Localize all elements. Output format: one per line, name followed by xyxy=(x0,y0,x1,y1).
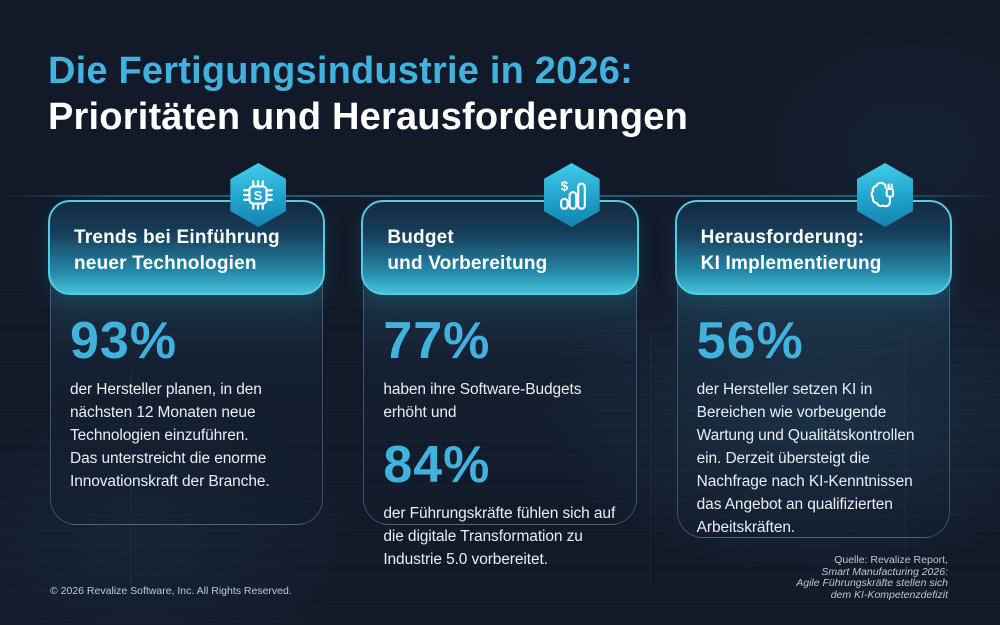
chip-icon-badge: S xyxy=(230,163,287,227)
chip-icon: S xyxy=(243,180,274,210)
copyright-text: © 2026 Revalize Software, Inc. All Right… xyxy=(50,585,292,597)
card-content: 56% der Hersteller setzen KI in Bereiche… xyxy=(675,295,952,539)
svg-text:S: S xyxy=(254,188,263,203)
stat: 84% der Führungskräfte fühlen sich auf d… xyxy=(383,439,626,571)
card-title: Trends bei Einführung neuer Technologien xyxy=(74,226,280,274)
cards-row: S Trends bei Einführung neuer Technologi… xyxy=(48,163,952,568)
card-header: Budget und Vorbereitung xyxy=(361,200,639,295)
stat: 77% haben ihre Software-Budgets erhöht u… xyxy=(383,315,626,424)
card-content: 77% haben ihre Software-Budgets erhöht u… xyxy=(361,295,638,571)
dollar-bars-icon: $ xyxy=(559,178,586,210)
card-title: Budget und Vorbereitung xyxy=(387,226,548,274)
svg-text:$: $ xyxy=(560,178,568,193)
source-line: Quelle: Revalize Report, xyxy=(834,554,948,566)
card-header: Herausforderung: KI Implementierung xyxy=(674,200,952,295)
stat-value: 56% xyxy=(696,312,804,370)
stat-text: der Führungskräfte fühlen sich auf die d… xyxy=(383,505,616,568)
stat-value: 77% xyxy=(383,312,491,370)
card-header: Trends bei Einführung neuer Technologien xyxy=(48,200,326,295)
card-budget-preparation: $ Budget und Vorbereitung 77% haben ihre… xyxy=(361,163,639,568)
stat-text: der Hersteller planen, in den nächsten 1… xyxy=(70,381,270,490)
circuit-line xyxy=(0,195,1000,197)
card-title: Herausforderung: KI Implementierung xyxy=(700,226,882,274)
source-citation: Quelle: Revalize Report, Smart Manufactu… xyxy=(796,554,948,601)
stat-value: 84% xyxy=(383,436,491,494)
stat-value: 93% xyxy=(70,312,178,370)
card-technology-trends: S Trends bei Einführung neuer Technologi… xyxy=(48,163,326,525)
stat: 56% der Hersteller setzen KI in Bereiche… xyxy=(697,315,940,539)
page-title-line-2: Prioritäten und Herausforderungen xyxy=(48,96,689,138)
source-line: dem KI-Kompetenzdefizit xyxy=(830,588,948,601)
source-line: Smart Manufacturing 2026: xyxy=(821,565,948,578)
stat: 93% der Hersteller planen, in den nächst… xyxy=(70,315,313,493)
stat-text: der Hersteller setzen KI in Bereichen wi… xyxy=(696,381,915,536)
ai-brain-plug-icon xyxy=(870,181,895,208)
stat-text: haben ihre Software-Budgets erhöht und xyxy=(383,381,582,421)
card-ai-implementation: Herausforderung: KI Implementierung 56% … xyxy=(674,163,952,539)
page-title-line-1: Die Fertigungsindustrie in 2026: xyxy=(48,50,633,92)
source-line: Agile Führungskräfte stellen sich xyxy=(796,577,948,589)
page-title: Die Fertigungsindustrie in 2026: Priorit… xyxy=(48,48,688,140)
card-content: 93% der Hersteller planen, in den nächst… xyxy=(48,295,325,493)
